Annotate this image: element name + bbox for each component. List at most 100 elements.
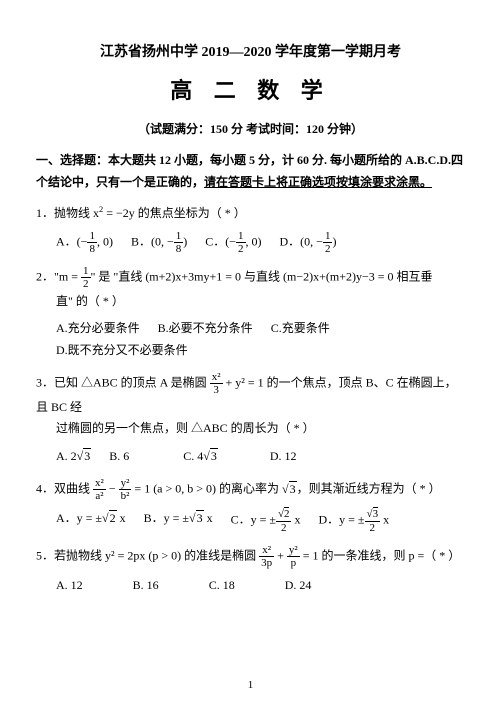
q1-c-den: 2 <box>236 243 246 255</box>
q1-b-post: ) <box>183 235 187 249</box>
q1-d-post: ) <box>332 235 336 249</box>
q3-a-rad: 3 <box>83 448 91 463</box>
q3-a-sqrt: 3 <box>77 446 92 468</box>
q1-option-a: A．(−18, 0) <box>56 230 113 255</box>
q1-stem-after: = −2y 的焦点坐标为（ * ） <box>103 206 246 220</box>
q1-options: A．(−18, 0) B．(0, −18) C．(−12, 0) D．(0, −… <box>56 230 465 255</box>
q4-a-post: x <box>117 511 126 525</box>
q5-stem-tail: = 1 的一条准线，则 p =（ * ） <box>300 548 461 562</box>
q1-option-b: B．(0, −18) <box>131 230 187 255</box>
q5-stem-pre: 5．若抛物线 y² = 2px (p > 0) 的准线是椭圆 <box>36 548 259 562</box>
q1-c-pre: C．(− <box>205 235 236 249</box>
q1-d-pre: D．(0, − <box>280 235 323 249</box>
q4-stem-tail: ，则其渐近线方程为（ * ） <box>297 482 441 496</box>
q1-option-c: C．(−12, 0) <box>205 230 261 255</box>
q4-minus: − <box>106 482 119 496</box>
q4-option-c: C．y = ±√22 x <box>231 508 301 533</box>
q4-d-pre: D．y = ± <box>318 513 364 527</box>
question-3: 3．已知 △ABC 的顶点 A 是椭圆 x²3 + y² = 1 的一个焦点，顶… <box>36 371 465 439</box>
q4-frac2: y²b² <box>119 477 132 502</box>
q2-option-d: D.既不充分又不必要条件 <box>56 340 188 362</box>
q1-stem-pre: 1．抛物线 x <box>36 206 99 220</box>
q1-c-num: 1 <box>236 230 246 243</box>
q1-a-frac: 18 <box>87 230 97 255</box>
q2-option-a: A.充分必要条件 <box>56 318 140 340</box>
q2-option-b: B.必要不充分条件 <box>158 318 253 340</box>
q2-m-num: 1 <box>81 265 91 278</box>
q4-c-frac: √22 <box>276 508 292 533</box>
q3-c-sqrt: 3 <box>203 446 218 468</box>
q4-f1-num: x² <box>93 477 106 490</box>
q5-f1-num: x² <box>259 544 274 557</box>
q5-options: A. 12 B. 16 C. 18 D. 24 <box>56 575 465 597</box>
section-heading: 一、选择题：本大题共 12 小题，每小题 5 分，计 60 分. 每小题所给的 … <box>36 150 465 193</box>
q3-c-pre: C. 4 <box>183 449 203 463</box>
q4-f1-den: a² <box>93 490 106 502</box>
question-4: 4．双曲线 x²a² − y²b² = 1 (a > 0, b > 0) 的离心… <box>36 477 465 502</box>
section-heading-underlined: 请在答题卡上将正确选项按填涂要求涂黑。 <box>204 175 432 189</box>
q5-option-b: B. 16 <box>133 575 159 597</box>
q4-d-frac: √32 <box>365 508 381 533</box>
q4-ecc-sqrt: 3 <box>282 479 297 501</box>
q4-frac1: x²a² <box>93 477 106 502</box>
q4-b-rad: 3 <box>196 510 204 525</box>
q5-f1-den: 3p <box>259 557 274 569</box>
q3-option-d: D. 12 <box>270 446 297 468</box>
header-title: 江苏省扬州中学 2019—2020 学年度第一学期月考 <box>36 40 465 65</box>
q1-b-pre: B．(0, − <box>131 235 174 249</box>
q5-plus: + <box>274 548 287 562</box>
q1-a-post: , 0) <box>97 235 113 249</box>
question-2: 2．"m = 12" 是 "直线 (m+2)x+3my+1 = 0 与直线 (m… <box>36 265 465 312</box>
q4-a-pre: A．y = ± <box>56 511 102 525</box>
q1-option-d: D．(0, −12) <box>280 230 337 255</box>
q5-option-d: D. 24 <box>285 575 312 597</box>
q3-options: A. 2 3 B. 6 C. 4 3 D. 12 <box>56 446 465 468</box>
q3-c-rad: 3 <box>210 448 218 463</box>
q2-m-frac: 12 <box>81 265 91 290</box>
q4-a-rad: 2 <box>109 510 117 525</box>
q1-b-den: 8 <box>174 243 184 255</box>
q4-d-post: x <box>380 513 389 527</box>
q4-f2-den: b² <box>119 490 132 502</box>
q5-option-c: C. 18 <box>209 575 235 597</box>
q4-c-pre: C．y = ± <box>231 513 276 527</box>
q2-stem-pre: 2．"m = <box>36 270 81 284</box>
question-1: 1．抛物线 x2 = −2y 的焦点坐标为（ * ） <box>36 202 465 225</box>
page-number: 1 <box>0 676 501 696</box>
q2-option-c: C.充要条件 <box>271 318 330 340</box>
q4-ecc-rad: 3 <box>289 481 297 496</box>
q2-options: A.充分必要条件 B.必要不充分条件 C.充要条件 D.既不充分又不必要条件 <box>56 318 465 361</box>
q1-d-frac: 12 <box>323 230 333 255</box>
q1-d-den: 2 <box>323 243 333 255</box>
q1-c-frac: 12 <box>236 230 246 255</box>
q1-c-post: , 0) <box>246 235 262 249</box>
q3-option-c: C. 4 3 <box>183 446 218 468</box>
q1-b-num: 1 <box>174 230 184 243</box>
q1-a-den: 8 <box>87 243 97 255</box>
q4-a-sqrt: 2 <box>102 508 117 530</box>
q5-f2-num: y² <box>287 544 300 557</box>
q5-option-a: A. 12 <box>56 575 83 597</box>
q4-options: A．y = ± 2 x B．y = ±3 x C．y = ±√22 x D．y =… <box>56 508 465 533</box>
q4-b-sqrt: 3 <box>189 508 204 530</box>
q4-stem-mid: = 1 (a > 0, b > 0) 的离心率为 <box>131 482 282 496</box>
q3-option-b: B. 6 <box>109 446 129 468</box>
exam-info: （试题满分：150 分 考试时间：120 分钟） <box>36 119 465 141</box>
q4-f2-num: y² <box>119 477 132 490</box>
q3-stem-mid2: 过椭圆的另一个焦点，则 △ABC 的周长为（ * ） <box>56 418 465 440</box>
q3-f1-den: 3 <box>210 384 223 396</box>
q3-option-a: A. 2 3 <box>56 446 91 468</box>
q1-a-pre: A．(− <box>56 235 87 249</box>
q4-c-post: x <box>291 513 300 527</box>
q2-stem-mid: " 是 "直线 (m+2)x+3my+1 = 0 与直线 (m−2)x+(m+2… <box>91 270 433 284</box>
q4-d-den: 2 <box>365 522 381 534</box>
q1-d-num: 1 <box>323 230 333 243</box>
q3-a-pre: A. 2 <box>56 449 77 463</box>
q4-b-post: x <box>204 511 213 525</box>
q4-option-b: B．y = ±3 x <box>144 508 213 533</box>
q4-option-a: A．y = ± 2 x <box>56 508 126 533</box>
q4-stem-pre: 4．双曲线 <box>36 482 93 496</box>
q2-m-den: 2 <box>81 278 91 290</box>
q4-option-d: D．y = ±√32 x <box>318 508 389 533</box>
q4-d-rad: 3 <box>373 507 379 520</box>
